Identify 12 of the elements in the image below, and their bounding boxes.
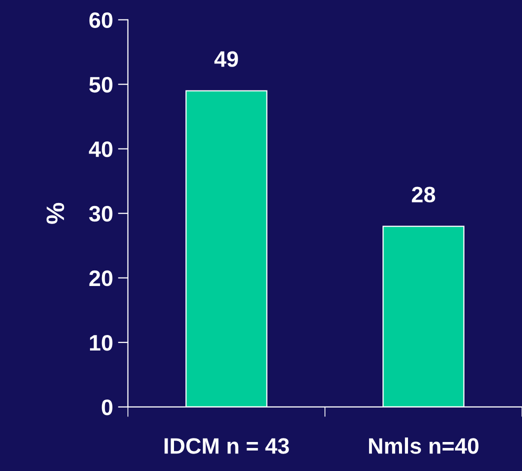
- y-axis-title: %: [46, 202, 64, 224]
- x-tick-label: Nmls n=40: [369, 438, 478, 454]
- y-tick-label: 50: [89, 76, 112, 93]
- y-tick-label: 0: [102, 399, 112, 416]
- y-tick-label: 30: [89, 206, 112, 222]
- y-tick-label: 10: [90, 334, 112, 351]
- y-tick-label: 20: [89, 270, 112, 286]
- x-tick-label: IDCM n = 43: [164, 438, 289, 454]
- data-label: 28: [412, 186, 436, 202]
- data-label: 49: [214, 51, 238, 67]
- y-tick-label: 60: [89, 12, 112, 28]
- y-tick-label: 40: [88, 141, 112, 158]
